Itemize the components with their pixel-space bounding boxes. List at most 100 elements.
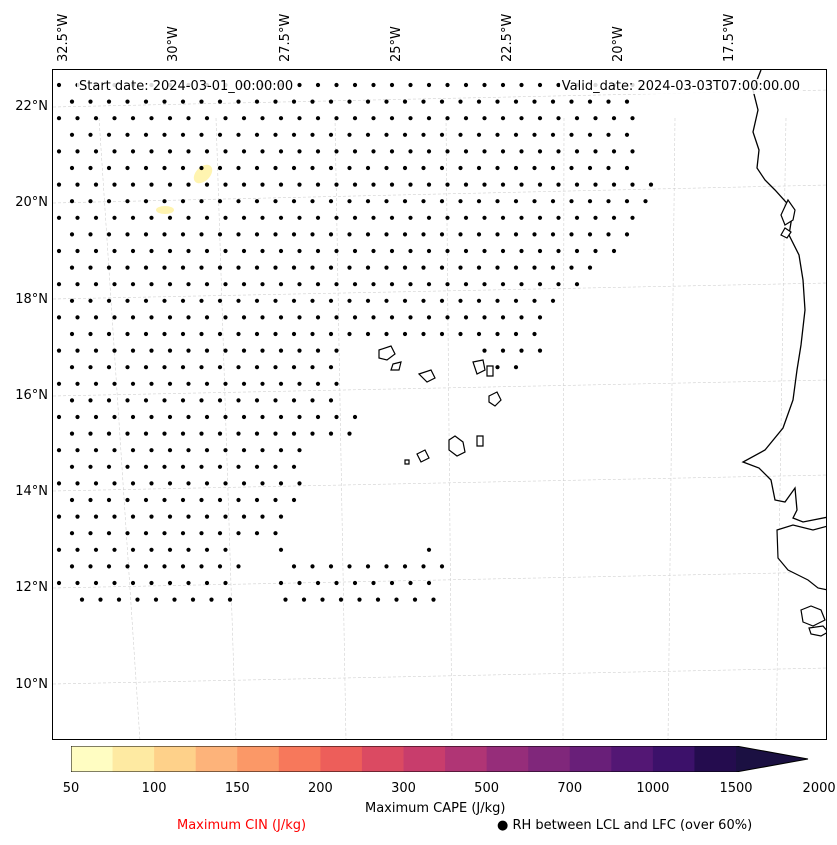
rh-dot xyxy=(278,414,284,420)
rh-dot xyxy=(624,132,630,137)
rh-dot xyxy=(426,215,432,220)
rh-dot xyxy=(310,298,315,303)
rh-dot xyxy=(149,215,154,220)
rh-dot xyxy=(556,282,561,287)
rh-dot xyxy=(315,414,321,420)
rh-dot xyxy=(537,82,543,88)
rh-dot xyxy=(439,132,445,137)
rh-dot xyxy=(88,232,93,237)
rh-dot xyxy=(328,398,334,403)
rh-dot xyxy=(500,248,506,254)
rh-dot xyxy=(167,248,173,254)
rh-dot xyxy=(88,265,93,270)
rh-dot xyxy=(347,232,352,237)
rh-dot xyxy=(334,116,339,121)
rh-dot xyxy=(199,398,204,403)
rh-dot xyxy=(334,414,339,420)
rh-dot xyxy=(236,199,241,204)
rh-dot xyxy=(463,149,469,154)
rh-dot xyxy=(550,265,556,270)
rh-dot xyxy=(334,82,339,88)
rh-dot xyxy=(513,298,519,303)
rh-dot xyxy=(93,381,99,386)
rh-dot xyxy=(204,149,210,154)
rh-dot xyxy=(389,580,395,586)
rh-dot xyxy=(482,149,487,154)
rh-dot xyxy=(476,298,482,303)
rh-dot xyxy=(463,282,469,287)
rh-dot xyxy=(167,182,173,187)
rh-dot xyxy=(254,331,260,337)
rh-dot xyxy=(186,547,191,552)
rh-dot xyxy=(384,564,389,569)
rh-dot xyxy=(334,580,339,586)
rh-dot xyxy=(236,232,241,237)
rh-dot xyxy=(88,132,93,137)
rh-dot xyxy=(209,597,214,602)
rh-dot xyxy=(421,564,426,569)
rh-dot xyxy=(88,464,93,469)
rh-dot xyxy=(162,232,167,237)
rh-dot xyxy=(556,82,561,88)
island-outline xyxy=(780,198,796,226)
rh-dot xyxy=(297,580,302,586)
rh-dot xyxy=(291,564,297,569)
rh-dot xyxy=(439,199,445,204)
rh-dot xyxy=(569,232,574,237)
rh-dot xyxy=(273,331,278,337)
rh-dot xyxy=(291,464,297,469)
rh-dot xyxy=(236,464,241,469)
rh-dot xyxy=(365,331,371,337)
rh-dot xyxy=(186,580,191,586)
rh-dot xyxy=(217,564,223,569)
rh-dot xyxy=(130,182,136,187)
rh-dot xyxy=(458,232,463,237)
rh-dot xyxy=(389,182,395,187)
rh-dot xyxy=(167,580,173,586)
rh-dot xyxy=(69,365,75,370)
map-canvas xyxy=(53,70,826,739)
rh-dot xyxy=(476,132,482,137)
rh-dot xyxy=(69,298,75,303)
rh-dot xyxy=(199,464,204,469)
rh-dot xyxy=(241,514,247,519)
rh-dot xyxy=(365,132,371,137)
rh-dot xyxy=(143,298,149,303)
rh-dot xyxy=(162,531,167,536)
rh-dot xyxy=(199,232,204,237)
rh-dot xyxy=(75,414,80,420)
rh-dot xyxy=(199,199,204,204)
rh-dot xyxy=(500,315,506,320)
rh-dot xyxy=(125,531,130,536)
map-panel: Start date: 2024-03-01_00:00:00 Valid_da… xyxy=(52,69,827,740)
rh-dot xyxy=(167,116,173,121)
rh-dot xyxy=(352,248,358,254)
rh-dot xyxy=(495,99,500,104)
rh-dot xyxy=(347,165,352,171)
rh-dot xyxy=(421,298,426,303)
colorbar-tick-label: 700 xyxy=(557,781,583,796)
rh-dot xyxy=(254,497,260,503)
rh-dot xyxy=(236,132,241,137)
rh-dot xyxy=(611,149,617,154)
rh-dot xyxy=(236,531,241,536)
rh-dot xyxy=(75,381,80,386)
rh-dot xyxy=(408,315,413,320)
rh-dot xyxy=(223,448,228,453)
rh-dot xyxy=(482,116,487,121)
rh-dot xyxy=(463,182,469,187)
rh-dot xyxy=(482,348,487,353)
rh-dot xyxy=(408,215,413,220)
rh-dot xyxy=(495,165,500,171)
rh-dot xyxy=(93,414,99,420)
rh-dot xyxy=(217,265,223,270)
rh-dot xyxy=(236,298,241,303)
rh-dot xyxy=(439,99,445,104)
rh-dot xyxy=(291,398,297,403)
rh-dot xyxy=(482,315,487,320)
rh-dot xyxy=(75,514,80,519)
rh-dot xyxy=(513,365,519,370)
rh-dot xyxy=(112,315,117,320)
rh-dot xyxy=(402,99,408,104)
rh-dot xyxy=(273,298,278,303)
